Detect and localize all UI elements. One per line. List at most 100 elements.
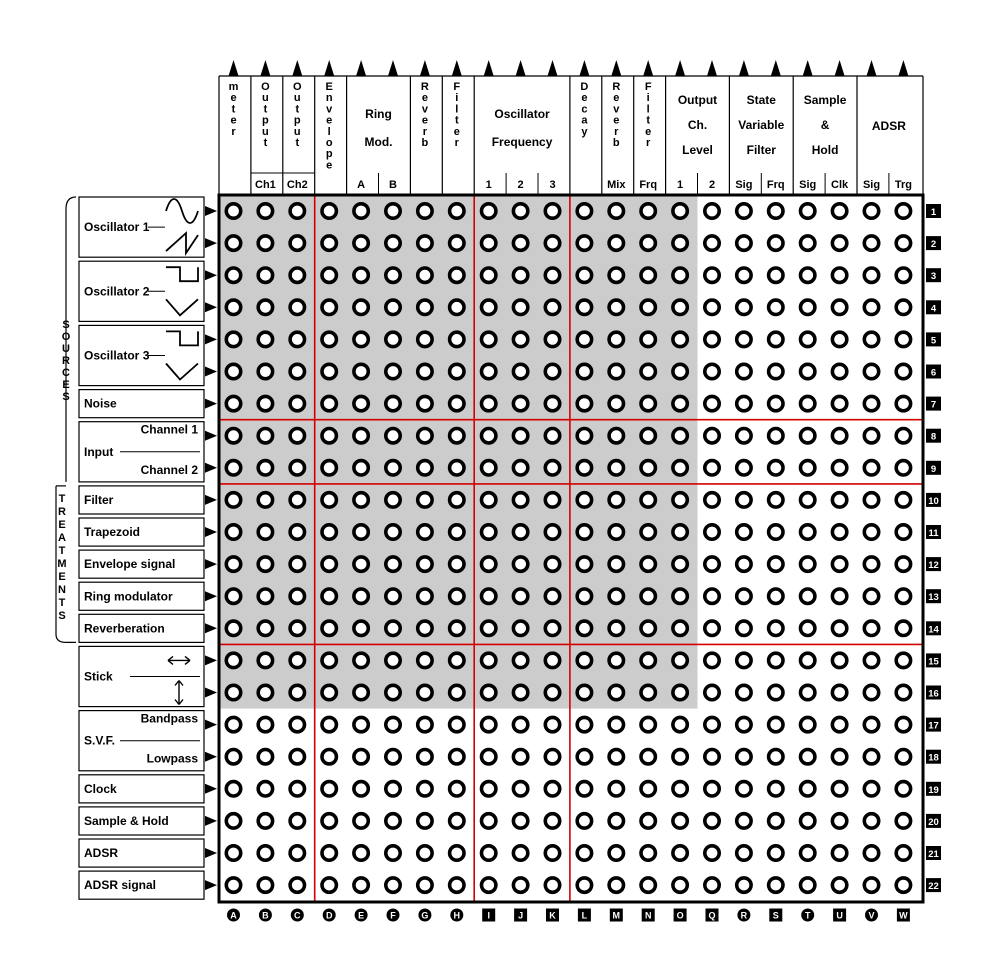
jack-D10	[320, 490, 339, 509]
jack-S20	[766, 811, 785, 830]
jack-T9	[798, 458, 817, 477]
jack-N18	[639, 747, 658, 766]
column-arrow-D	[324, 60, 335, 76]
jack-E21	[352, 843, 371, 862]
jack-F18	[383, 747, 402, 766]
jack-I4	[479, 298, 498, 317]
treatments-letter-9: S	[58, 610, 65, 622]
column-arrow-R	[738, 60, 749, 76]
column-head-A-0: m	[229, 81, 239, 93]
row-badge-10	[926, 492, 941, 507]
row-number-9: 9	[931, 464, 936, 475]
jack-R2	[734, 234, 753, 253]
jack-R19	[734, 779, 753, 798]
jack-F22	[383, 876, 402, 895]
jack-H4	[447, 298, 466, 317]
row-label-box-14	[78, 838, 205, 868]
jack-D1	[320, 202, 339, 221]
jack-D11	[320, 522, 339, 541]
column-badge-C	[290, 908, 304, 922]
jack-A6	[224, 362, 243, 381]
jack-M3	[607, 266, 626, 285]
column-sub-F: B	[389, 179, 397, 191]
column-head-B-2: t	[264, 103, 268, 115]
jack-V4	[862, 298, 881, 317]
row-label-5: Filter	[84, 493, 114, 507]
column-arrow-G	[419, 60, 430, 76]
column-head-B-0: O	[261, 81, 270, 93]
row-number-21: 21	[928, 849, 939, 860]
jack-B5	[256, 330, 275, 349]
column-letter-U: U	[836, 911, 843, 921]
jack-H6	[447, 362, 466, 381]
row-arrow-7	[205, 398, 217, 409]
jack-N8	[639, 426, 658, 445]
jack-D17	[320, 715, 339, 734]
jack-F2	[383, 234, 402, 253]
jack-G7	[415, 394, 434, 413]
row-arrow-4	[205, 302, 217, 313]
column-head-D-6: p	[326, 148, 333, 160]
jack-J22	[511, 876, 530, 895]
vertical-arrow-icon	[174, 680, 184, 705]
column-arrow-H	[451, 60, 462, 76]
jack-M7	[607, 394, 626, 413]
jack-Q16	[702, 683, 721, 702]
column-group-head-1-1: Frequency	[492, 135, 553, 149]
jack-A20	[224, 811, 243, 830]
jack-T21	[798, 843, 817, 862]
jack-F12	[383, 555, 402, 574]
jack-C12	[288, 555, 307, 574]
jack-F19	[383, 779, 402, 798]
row-number-20: 20	[928, 817, 939, 828]
jack-M19	[607, 779, 626, 798]
jack-S18	[766, 747, 785, 766]
jack-J10	[511, 490, 530, 509]
jack-W15	[894, 651, 913, 670]
jack-K19	[543, 779, 562, 798]
jack-D5	[320, 330, 339, 349]
jack-T22	[798, 876, 817, 895]
jack-S13	[766, 587, 785, 606]
jack-N22	[639, 876, 658, 895]
jack-V10	[862, 490, 881, 509]
treatments-letter-3: A	[58, 532, 66, 544]
row-number-2: 2	[931, 239, 936, 250]
jack-T11	[798, 522, 817, 541]
jack-H9	[447, 458, 466, 477]
jack-A12	[224, 555, 243, 574]
jack-L4	[575, 298, 594, 317]
column-head-D-5: o	[326, 137, 333, 149]
jack-D8	[320, 426, 339, 445]
row-sublabel-4-1: Channel 2	[141, 463, 199, 477]
jack-S22	[766, 876, 785, 895]
jack-B8	[256, 426, 275, 445]
jack-K14	[543, 619, 562, 638]
jack-M16	[607, 683, 626, 702]
jack-C6	[288, 362, 307, 381]
column-group-head-0-1: Mod.	[365, 135, 393, 149]
jack-F6	[383, 362, 402, 381]
column-badge-H	[450, 908, 464, 922]
row-number-19: 19	[928, 785, 939, 796]
jack-U21	[830, 843, 849, 862]
jack-E19	[352, 779, 371, 798]
jack-C14	[288, 619, 307, 638]
row-arrow-20	[205, 815, 217, 826]
jack-C22	[288, 876, 307, 895]
row-badge-2	[926, 236, 941, 251]
jack-C15	[288, 651, 307, 670]
column-head-H-5: r	[455, 137, 460, 149]
jack-M8	[607, 426, 626, 445]
jack-A8	[224, 426, 243, 445]
jack-S8	[766, 426, 785, 445]
jack-S2	[766, 234, 785, 253]
jack-H5	[447, 330, 466, 349]
jack-W14	[894, 619, 913, 638]
sources-letter-6: S	[62, 391, 69, 403]
jack-N21	[639, 843, 658, 862]
jack-R10	[734, 490, 753, 509]
jack-V1	[862, 202, 881, 221]
jack-O15	[671, 651, 690, 670]
